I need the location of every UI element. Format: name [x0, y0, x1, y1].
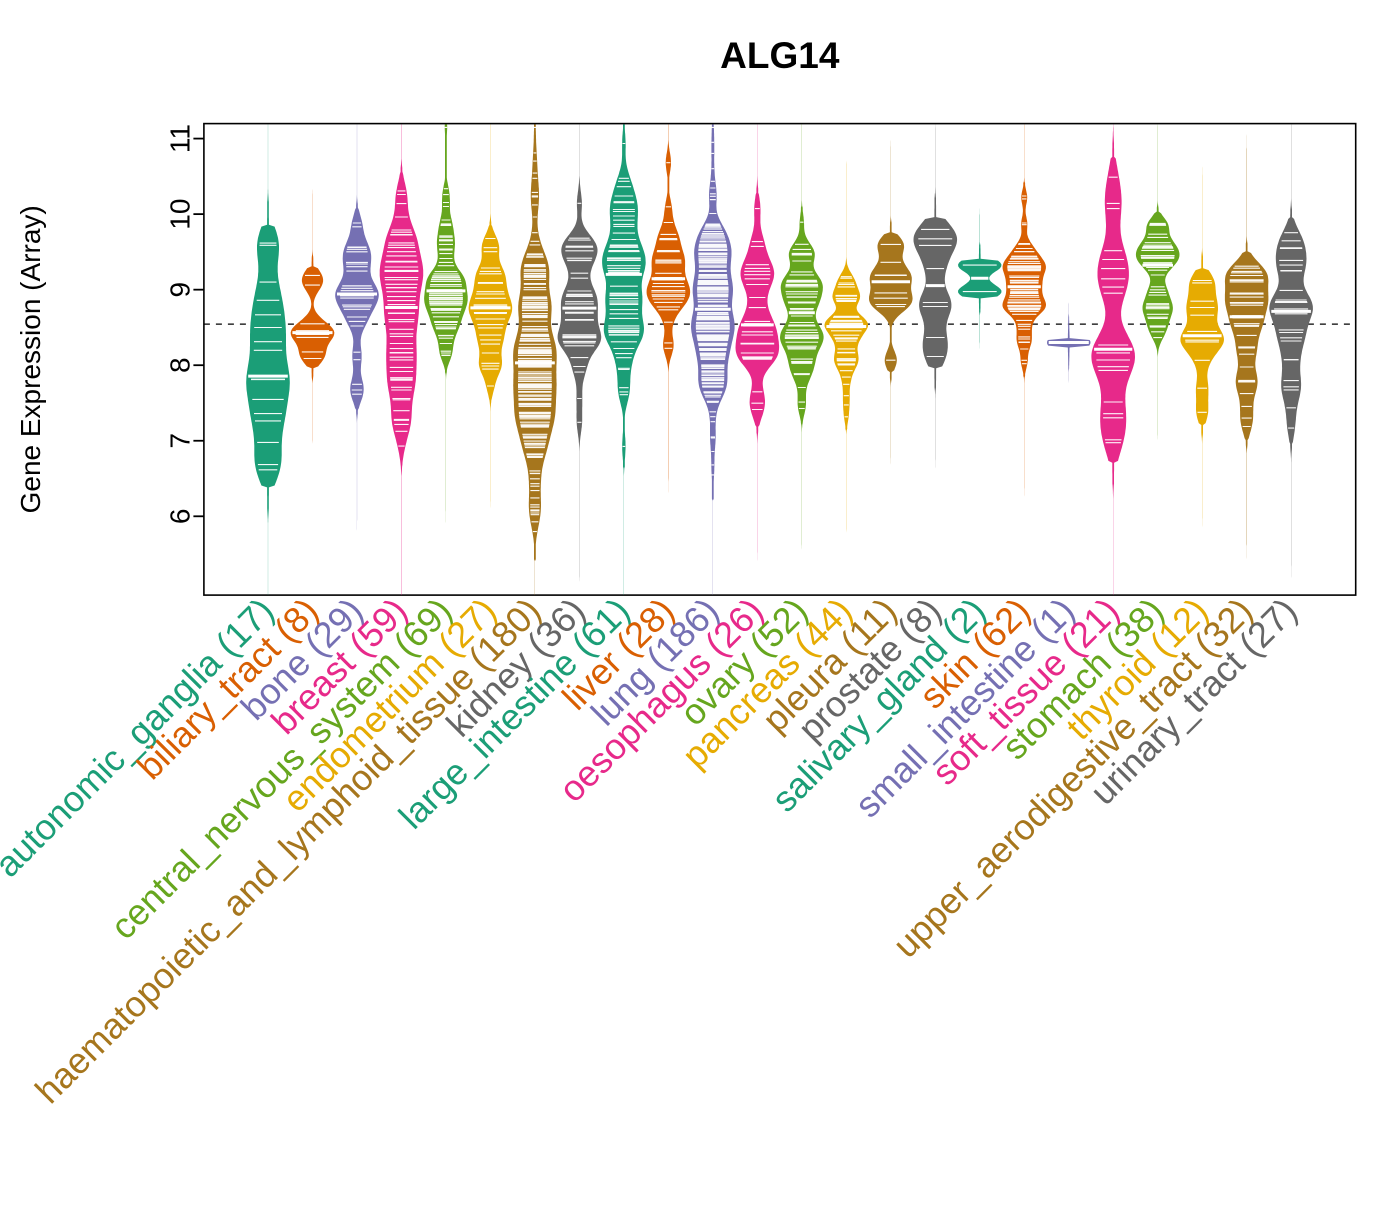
svg-text:7: 7	[164, 433, 195, 449]
svg-text:8: 8	[164, 357, 195, 373]
svg-text:autonomic_ganglia (17): autonomic_ganglia (17)	[0, 590, 282, 885]
svg-text:10: 10	[164, 199, 195, 230]
svg-text:9: 9	[164, 282, 195, 298]
svg-text:ALG14: ALG14	[720, 35, 840, 76]
svg-text:11: 11	[164, 124, 195, 153]
svg-text:6: 6	[164, 509, 195, 525]
svg-text:Gene Expression (Array): Gene Expression (Array)	[15, 205, 46, 513]
